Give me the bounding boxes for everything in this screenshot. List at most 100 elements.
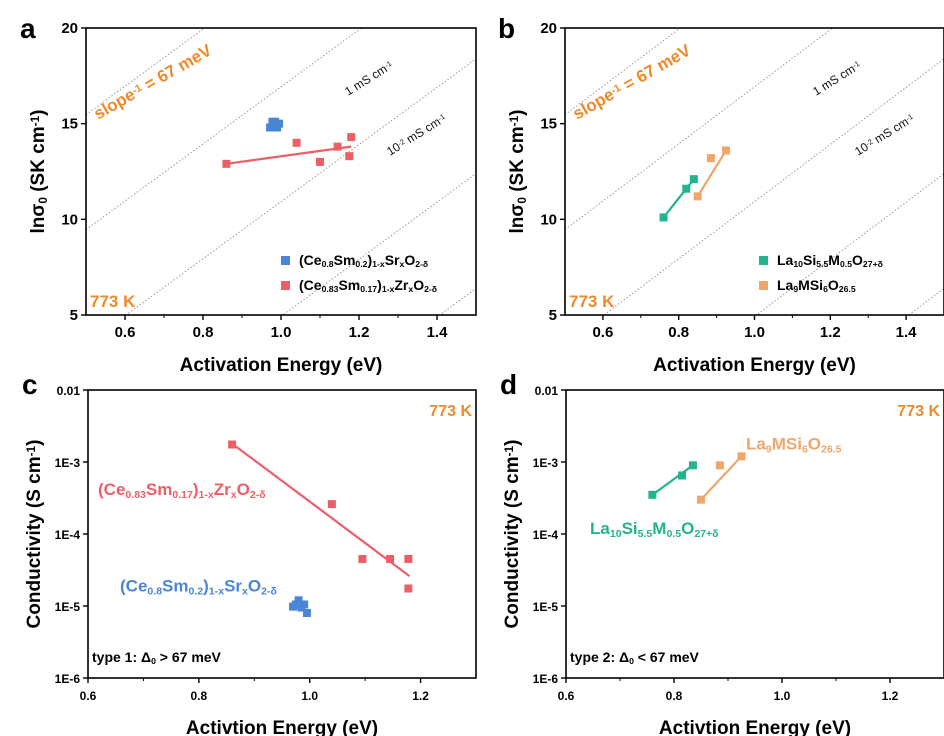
panel-d-compound-label-0-part-4: O (808, 434, 821, 453)
panel-d-series-0-point-0 (648, 490, 657, 499)
panel-c-compound-label-0-part-4: ) (193, 480, 199, 499)
panel-a-guide-label-1-main: 1 mS cm (342, 62, 390, 99)
panel-d-compound-label-1-part-6: O (681, 519, 694, 538)
panel-a-legend-label-1-part-1: 0.83 (322, 284, 339, 294)
panel-a-legend-label-0-part-1: 0.8 (322, 259, 334, 269)
panel-c-compound-label-1-part-5: 1-x (209, 585, 224, 597)
panel-b-temperature: 773 K (569, 292, 615, 311)
panel-c-compound-label-1-part-7: x (242, 585, 248, 597)
panel-d-series-1-point-0 (697, 495, 705, 504)
panel-b-series-1-point-1 (706, 154, 715, 163)
panel-a-legend-label-0-part-6: Sr (385, 252, 400, 268)
panel-b-slope-annotation: slope-1 = 67 meV (570, 40, 695, 123)
panel-b-series-0-point-1 (682, 184, 691, 193)
panel-d-ytick-label-1: 1E-5 (533, 600, 559, 614)
panel-c-xtick-label-1: 0.8 (191, 689, 208, 703)
panel-b-legend-label-1: La9MSi6O26.5 (777, 277, 856, 294)
panel-c-ytick-label-1: 1E-5 (55, 600, 81, 614)
panel-a-ytick-label-3: 20 (61, 20, 78, 37)
panel-b-slope-end: = 67 meV (616, 40, 694, 96)
panel-b-legend-label-0-part-5: 0.5 (840, 259, 852, 269)
panel-b-frame (564, 27, 944, 316)
panel-b-guide-label-2-exp: -1 (904, 112, 914, 123)
panel-a-legend-label-1-part-3: 0.17 (360, 284, 377, 294)
panel-d-series-1-fit-line (700, 455, 743, 501)
panel-b-legend-label-0-part-7: 27+δ (863, 259, 883, 269)
panel-a-series-0-point-5 (275, 119, 284, 128)
panel-a-frame (85, 27, 477, 316)
panel-d-compound-label-1: La10Si5.5M0.5O27+δ (590, 519, 719, 540)
panel-b-guide-label-2-main: mS cm (869, 115, 911, 148)
panel-a-series-1-point-3 (333, 142, 342, 151)
panel-d-ylabel: Conductivity (S cm-1) (502, 440, 523, 629)
panel-a-legend-label-1-part-2: Sm (338, 277, 360, 293)
panel-b-ylabel-unit: (SK cm (507, 126, 528, 197)
panel-c-compound-label-1-part-2: Sm (162, 576, 188, 595)
panel-c-compound-label-0: (Ce0.83Sm0.17)1-xZrxO2-δ (98, 480, 266, 501)
panel-b-ytick-label-1: 10 (540, 211, 557, 228)
panel-a-legend-label-1-part-0: (Ce (299, 277, 322, 293)
panel-d-compound-label-0-part-2: MSi (772, 434, 802, 453)
panel-b-guide-line-5 (565, 28, 682, 116)
panel-d-compound-label-0-part-5: 26.5 (821, 443, 842, 455)
panel-b-legend-marker-0 (759, 256, 768, 265)
panel-c-compound-label-1-part-1: 0.8 (147, 585, 162, 597)
panel-b-series-0-point-0 (659, 213, 668, 222)
panel-c-ytick-label-2: 1E-4 (55, 528, 81, 542)
panel-a-legend-label-0-part-9: 2-δ (415, 259, 428, 269)
panel-d-series-1-point-1 (715, 461, 724, 470)
panel-b-series-0-point-2 (689, 175, 698, 184)
panel-c-series-1-point-3 (300, 600, 309, 609)
panel-c-temperature: 773 K (429, 403, 472, 420)
panel-d-series-0-fit-line (651, 464, 694, 496)
panel-d-series-1-point-2 (737, 452, 746, 461)
panel-c-xtick-label-0: 0.6 (80, 689, 97, 703)
panel-a-legend-label-1-part-7: x (408, 284, 413, 294)
panel-b-ylabel-main: lnσ (507, 204, 528, 234)
panel-a-legend-marker-1 (281, 281, 290, 290)
panel-d-xtick-label-0: 0.6 (558, 689, 575, 703)
panel-a-legend-label-1-part-6: Zr (394, 277, 409, 293)
panel-c-ytick-label-4: 0.01 (57, 384, 81, 398)
panel-c-compound-label-1-part-4: ) (203, 576, 209, 595)
panel-b-guide-label-1-exp: -1 (851, 59, 861, 70)
panel-d-xtick-label-1: 0.8 (666, 689, 683, 703)
panel-a-legend-label-0: (Ce0.8Sm0.2)1-xSrxO2-δ (299, 252, 428, 269)
panel-b-legend-marker-1 (759, 281, 768, 290)
panel-b-series-1-point-2 (722, 146, 731, 155)
panel-d-compound-label-0-part-3: 6 (802, 443, 808, 455)
panel-a-guide-line-3 (125, 58, 476, 315)
panel-a-ytick-label-0: 5 (70, 307, 78, 324)
panel-b-ytick-label-2: 15 (540, 116, 557, 133)
panel-b-legend-label-1-part-2: MSi (798, 277, 823, 293)
panel-b-guide-line-3 (603, 58, 944, 315)
panel-a-legend-label-0-part-4: ) (367, 252, 372, 268)
panel-c-ylabel-end: ) (24, 440, 45, 446)
panel-a-ylabel-exp: -1 (29, 115, 42, 126)
panel-d-compound-label-1-part-2: Si (622, 519, 638, 538)
panel-a-series-1-point-1 (292, 138, 301, 147)
panel-c-compound-label-0-part-7: x (231, 489, 237, 501)
panel-c-compound-label-0-part-3: 0.17 (172, 489, 193, 501)
panel-d-temperature: 773 K (897, 403, 940, 420)
panel-a-legend-label-0-part-7: x (400, 259, 405, 269)
panel-c-type-sub: 0 (151, 656, 156, 666)
panel-b-guide-line-4 (565, 28, 834, 231)
panel-a-guide-label-1: 1 mS cm-1 (342, 58, 395, 98)
panel-d-type-sub: 0 (629, 656, 634, 666)
panel-c-frame (87, 389, 477, 679)
panel-b-series-1-point-0 (693, 192, 702, 201)
panel-c-type-label: type 1: Δ0 > 67 meV (92, 649, 222, 666)
panel-c-series-0-point-0 (228, 440, 237, 449)
panel-d-compound-label-1-part-1: 10 (610, 528, 622, 540)
panel-a-legend-label-0-part-5: 1-x (372, 259, 385, 269)
panel-a-series-1-point-0 (222, 159, 231, 168)
panel-c-compound-label-1-part-8: O (248, 576, 261, 595)
panel-a-guide-label-2-exp: -1 (436, 112, 446, 123)
panel-c-ytick-label-3: 1E-3 (55, 456, 81, 470)
panel-a-xtick-label-2: 1.0 (271, 324, 292, 341)
panel-a-slope-annotation: slope-1 = 67 meV (91, 40, 216, 123)
panel-c-compound-label-0-part-9: 2-δ (250, 489, 266, 501)
panel-c-compound-label-1: (Ce0.8Sm0.2)1-xSrxO2-δ (120, 576, 277, 597)
panel-b-legend-label-1-part-0: La (777, 277, 794, 293)
